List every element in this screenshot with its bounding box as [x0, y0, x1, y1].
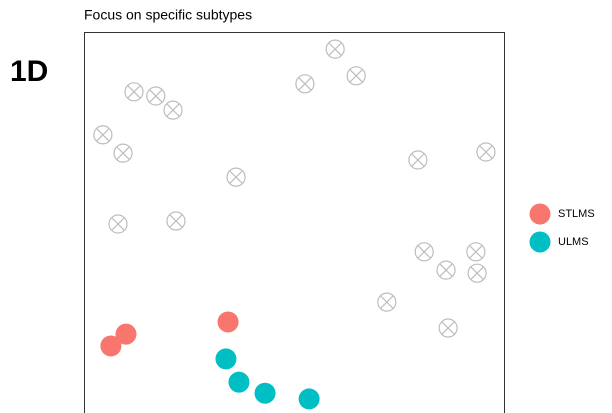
point-circle: [163, 100, 183, 120]
point-circle: [346, 66, 366, 86]
point-cross: [111, 217, 125, 231]
point-cross: [441, 321, 455, 335]
point-circle: [408, 150, 428, 170]
point-cross: [127, 84, 141, 99]
point: [215, 348, 237, 370]
point: [93, 125, 113, 145]
point: [377, 292, 397, 312]
point: [467, 263, 487, 283]
point: [254, 382, 276, 404]
point-circle: [146, 86, 166, 106]
point-cross: [379, 295, 394, 309]
point-cross: [148, 89, 163, 103]
point: [226, 167, 246, 187]
point-cross: [469, 245, 483, 259]
point: [298, 388, 320, 410]
panel-border: [84, 32, 505, 413]
point-cross: [328, 42, 342, 56]
point: [163, 100, 183, 120]
point-cross: [349, 68, 363, 83]
point: [108, 214, 128, 234]
point: [124, 82, 144, 102]
point: [228, 371, 250, 393]
legend-label: STLMS: [558, 208, 595, 220]
point: [408, 150, 428, 170]
point-cross: [439, 263, 453, 277]
point-circle: [325, 39, 345, 59]
point-cross: [169, 214, 183, 228]
point-cross: [96, 128, 110, 142]
point: [325, 39, 345, 59]
point: [166, 211, 186, 231]
point-cross: [411, 153, 425, 167]
point: [146, 86, 166, 106]
point: [346, 66, 366, 86]
point-cross: [229, 170, 243, 184]
point: [476, 142, 496, 162]
legend-marker: [529, 203, 551, 225]
legend-marker: [529, 231, 551, 253]
point-circle: [438, 318, 458, 338]
point: [438, 318, 458, 338]
point-circle: [124, 82, 144, 102]
point-circle: [377, 292, 397, 312]
point: [115, 323, 137, 345]
point-cross: [479, 145, 493, 159]
point-circle: [476, 142, 496, 162]
point-circle: [108, 214, 128, 234]
point-cross: [470, 266, 484, 280]
point-cross: [116, 146, 130, 160]
point: [414, 242, 434, 262]
point-cross: [166, 103, 180, 117]
point: [466, 242, 486, 262]
point: [217, 311, 239, 333]
point-cross: [417, 245, 432, 259]
point-circle: [436, 260, 456, 280]
point-circle: [414, 242, 434, 262]
point-circle: [466, 242, 486, 262]
point: [100, 335, 122, 357]
point: [436, 260, 456, 280]
point-cross: [298, 76, 312, 91]
point-circle: [226, 167, 246, 187]
point-circle: [93, 125, 113, 145]
point-circle: [467, 263, 487, 283]
panel-label: 1D: [10, 55, 48, 88]
point-circle: [166, 211, 186, 231]
legend-label: ULMS: [558, 236, 589, 248]
point: [295, 74, 315, 94]
point-circle: [113, 143, 133, 163]
chart-title: Focus on specific subtypes: [84, 7, 252, 23]
point-circle: [295, 74, 315, 94]
point: [113, 143, 133, 163]
